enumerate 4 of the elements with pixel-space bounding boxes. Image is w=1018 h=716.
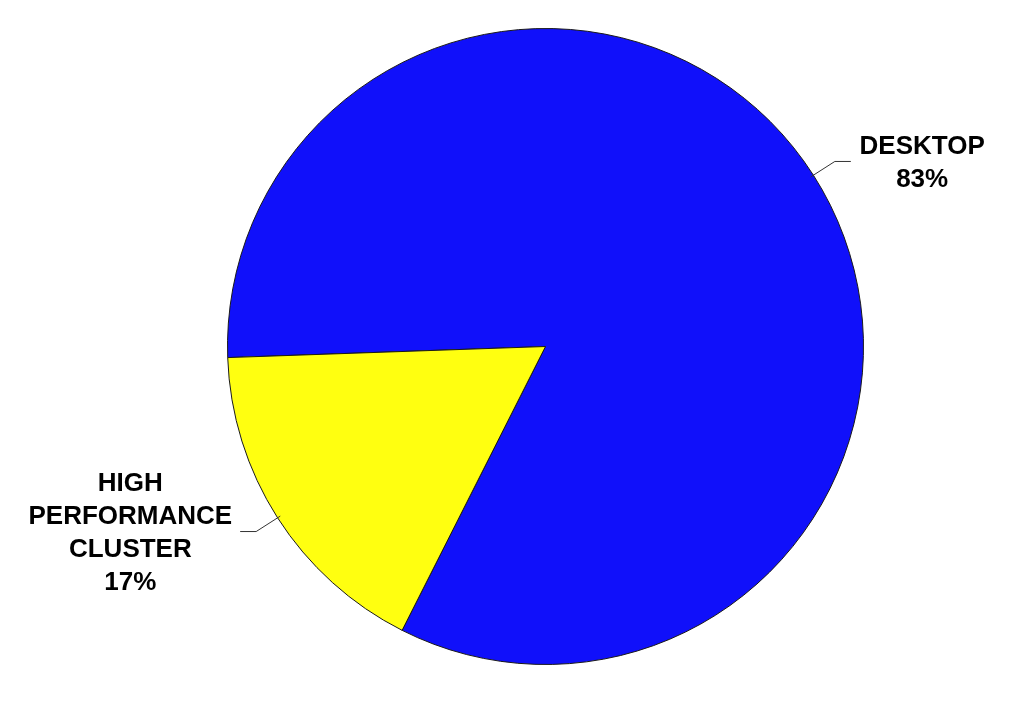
slice-label: DESKTOP	[859, 129, 985, 160]
data-label: 83%	[896, 162, 949, 193]
slice-label: HIGH PERFORMANCE CLUSTER	[28, 467, 233, 564]
data-label: 17%	[104, 566, 157, 597]
